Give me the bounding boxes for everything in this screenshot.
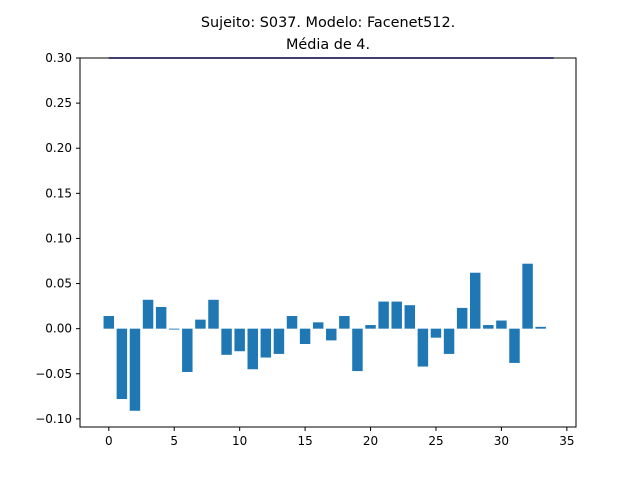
bar: [182, 328, 193, 372]
bar: [195, 319, 206, 329]
bar: [155, 307, 167, 329]
bar: [430, 328, 442, 338]
x-tick-label: 25: [428, 434, 443, 448]
bar: [234, 328, 245, 352]
bar: [391, 301, 402, 329]
x-tick-label: 5: [170, 434, 178, 448]
bar: [522, 263, 533, 329]
x-tick-label: 10: [232, 434, 247, 448]
y-tick-label: 0.15: [45, 186, 72, 200]
bar: [168, 328, 180, 330]
bar: [286, 316, 298, 329]
y-axis: −0.10 −0.05 0.00 0.05 0.10 0.15 0.20 0.25 0.30: [35, 51, 80, 426]
chart-title-line-2: Média de 4.: [286, 37, 370, 53]
bar: [535, 326, 546, 329]
bar: [352, 328, 363, 372]
y-tick-label: −0.10: [35, 412, 72, 426]
y-tick-label: 0.05: [45, 277, 72, 291]
bar: [456, 307, 468, 329]
x-axis: 0 5 10 15 20 25 30 35: [105, 427, 574, 448]
bar: [103, 316, 115, 329]
x-tick-label: 20: [363, 434, 378, 448]
bar: [221, 328, 232, 355]
bar: [312, 322, 324, 329]
bar: [496, 320, 507, 329]
bar-series: [103, 263, 546, 411]
bar: [116, 328, 128, 400]
x-tick-label: 35: [559, 434, 574, 448]
bar: [469, 272, 481, 329]
bar: [378, 301, 389, 329]
bar: [417, 328, 429, 367]
bar: [260, 328, 272, 358]
bar: [326, 328, 337, 341]
bar: [365, 325, 376, 329]
x-tick-label: 15: [297, 434, 312, 448]
bar: [208, 299, 219, 329]
y-tick-label: 0.25: [45, 96, 72, 110]
bar: [339, 316, 350, 329]
bar: [142, 299, 154, 329]
x-tick-label: 0: [105, 434, 113, 448]
bar: [247, 328, 258, 370]
bar: [129, 328, 141, 411]
y-tick-label: 0.10: [45, 231, 72, 245]
plot-frame: [79, 57, 577, 428]
y-tick-label: 0.30: [45, 51, 72, 65]
y-tick-label: −0.05: [35, 367, 72, 381]
bar: [483, 325, 494, 329]
chart-title-line-1: Sujeito: S037. Modelo: Facenet512.: [201, 15, 455, 31]
x-tick-label: 30: [494, 434, 509, 448]
bar: [299, 328, 311, 344]
y-tick-label: 0.20: [45, 141, 72, 155]
y-tick-label: 0.00: [45, 322, 72, 336]
bar: [404, 305, 416, 329]
bar: [273, 328, 285, 354]
bar: [443, 328, 455, 354]
bar: [509, 328, 520, 363]
